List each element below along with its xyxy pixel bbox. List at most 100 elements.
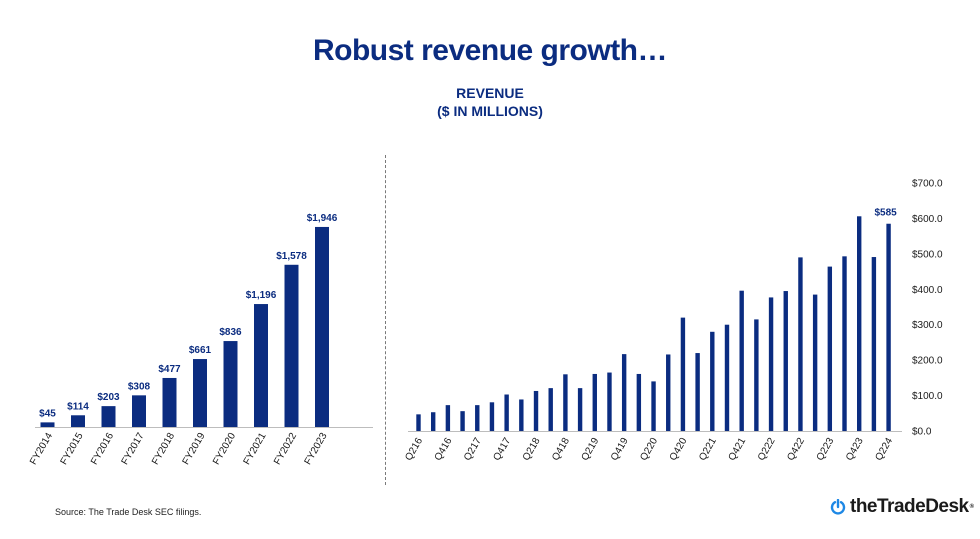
quarterly-bar bbox=[548, 388, 553, 431]
quarterly-bar bbox=[724, 324, 730, 431]
power-icon bbox=[830, 499, 846, 515]
chart-divider bbox=[385, 155, 386, 485]
logo-text: theTradeDesk bbox=[850, 496, 969, 517]
annual-bar-fy2015 bbox=[71, 415, 85, 427]
annual-bar-fy2014 bbox=[40, 422, 55, 427]
quarterly-bar bbox=[519, 399, 524, 431]
annual-tick-label: FY2018 bbox=[150, 431, 177, 467]
annual-value-label: $1,578 bbox=[276, 251, 307, 262]
company-logo: theTradeDesk ® bbox=[830, 496, 974, 518]
quarterly-bar bbox=[768, 297, 774, 431]
quarterly-tick-label: Q220 bbox=[638, 436, 660, 463]
annual-value-label: $477 bbox=[158, 364, 181, 375]
quarterly-tick-label: Q417 bbox=[491, 436, 513, 463]
annual-bar-fy2023 bbox=[315, 226, 329, 427]
quarterly-y-tick-label: $600.0 bbox=[912, 214, 943, 225]
quarterly-bar bbox=[651, 381, 656, 431]
annual-tick-label: FY2022 bbox=[272, 431, 299, 467]
quarterly-tick-label: Q416 bbox=[433, 436, 455, 463]
quarterly-bar bbox=[857, 216, 862, 431]
quarterly-tick-label: Q423 bbox=[844, 436, 866, 463]
quarterly-bar bbox=[886, 223, 891, 431]
quarterly-bar bbox=[680, 317, 686, 431]
quarterly-tick-label: Q420 bbox=[668, 436, 690, 463]
quarterly-tick-label: Q422 bbox=[785, 436, 807, 463]
quarterly-bar bbox=[754, 319, 759, 431]
annual-value-label: $114 bbox=[67, 401, 89, 412]
quarterly-last-value-label: $585 bbox=[874, 208, 897, 219]
annual-bar-fy2017 bbox=[132, 395, 146, 427]
annual-tick-label: FY2014 bbox=[28, 431, 55, 467]
annual-value-label: $308 bbox=[128, 381, 151, 392]
annual-value-label: $661 bbox=[189, 345, 212, 356]
annual-tick-label: FY2020 bbox=[211, 431, 238, 467]
annual-bar-fy2020 bbox=[223, 341, 238, 427]
source-note: Source: The Trade Desk SEC filings. bbox=[55, 507, 202, 517]
quarterly-y-tick-label: $100.0 bbox=[912, 391, 943, 402]
quarterly-bar bbox=[475, 405, 480, 431]
quarterly-bar bbox=[416, 414, 421, 431]
quarterly-bar bbox=[430, 412, 436, 431]
annual-bar-fy2021 bbox=[254, 304, 268, 427]
annual-value-label: $203 bbox=[97, 392, 120, 403]
quarterly-tick-label: Q216 bbox=[403, 436, 425, 463]
quarterly-bar bbox=[621, 354, 627, 431]
annual-tick-label: FY2023 bbox=[303, 431, 330, 467]
logo-registered-mark: ® bbox=[969, 504, 974, 510]
chart-subtitle: REVENUE ($ IN MILLIONS) bbox=[0, 84, 980, 120]
quarterly-tick-label: Q419 bbox=[609, 436, 631, 463]
subtitle-line-1: REVENUE bbox=[456, 85, 524, 101]
quarterly-y-tick-label: $0.0 bbox=[912, 427, 932, 438]
quarterly-bar bbox=[489, 402, 495, 431]
annual-tick-label: FY2019 bbox=[181, 431, 208, 467]
quarterly-bar bbox=[533, 390, 539, 431]
quarterly-y-tick-label: $700.0 bbox=[912, 178, 943, 189]
quarterly-tick-label: Q217 bbox=[462, 436, 484, 463]
annual-value-label: $1,946 bbox=[307, 213, 338, 224]
annual-tick-label: FY2016 bbox=[89, 431, 116, 467]
quarterly-tick-label: Q222 bbox=[756, 436, 778, 463]
quarterly-bar bbox=[504, 394, 509, 431]
quarterly-tick-label: Q218 bbox=[521, 436, 543, 463]
quarterly-bar bbox=[666, 354, 671, 431]
quarterly-y-tick-label: $400.0 bbox=[912, 285, 943, 296]
quarterly-tick-label: Q224 bbox=[873, 436, 895, 463]
quarterly-y-tick-label: $200.0 bbox=[912, 356, 943, 367]
quarterly-tick-label: Q418 bbox=[550, 436, 572, 463]
quarterly-bar bbox=[577, 388, 583, 431]
quarterly-tick-label: Q223 bbox=[815, 436, 837, 463]
quarterly-bar bbox=[842, 256, 847, 431]
annual-value-label: $45 bbox=[39, 408, 56, 419]
quarterly-bar bbox=[636, 373, 642, 431]
quarterly-bar bbox=[607, 372, 612, 431]
quarterly-bar bbox=[460, 411, 465, 431]
quarterly-bar bbox=[739, 290, 744, 431]
quarterly-bar bbox=[871, 257, 877, 431]
annual-value-label: $1,196 bbox=[246, 290, 277, 301]
quarterly-bar bbox=[695, 353, 700, 431]
quarterly-tick-label: Q221 bbox=[697, 436, 719, 463]
annual-tick-label: FY2017 bbox=[120, 431, 147, 467]
subtitle-line-2: ($ IN MILLIONS) bbox=[437, 103, 543, 119]
quarterly-tick-label: Q219 bbox=[580, 436, 602, 463]
quarterly-bar bbox=[812, 294, 818, 431]
page-title: Robust revenue growth… bbox=[312, 34, 668, 67]
annual-bar-fy2018 bbox=[162, 377, 177, 427]
quarterly-tick-label: Q421 bbox=[727, 436, 749, 463]
annual-tick-label: FY2021 bbox=[242, 431, 269, 467]
quarterly-y-tick-label: $300.0 bbox=[912, 320, 943, 331]
quarterly-bar bbox=[445, 405, 451, 431]
annual-bar-fy2016 bbox=[101, 406, 116, 427]
annual-tick-label: FY2015 bbox=[59, 431, 86, 467]
quarterly-bar bbox=[798, 257, 803, 431]
quarterly-y-tick-label: $500.0 bbox=[912, 249, 943, 260]
annual-bar-fy2019 bbox=[193, 359, 207, 427]
quarterly-bar bbox=[827, 266, 833, 431]
quarterly-bar bbox=[563, 374, 568, 431]
quarterly-bar bbox=[783, 291, 788, 431]
annual-bar-fy2022 bbox=[284, 264, 299, 427]
annual-value-label: $836 bbox=[219, 327, 242, 338]
quarterly-bar bbox=[710, 331, 715, 431]
quarterly-bar bbox=[592, 373, 597, 431]
